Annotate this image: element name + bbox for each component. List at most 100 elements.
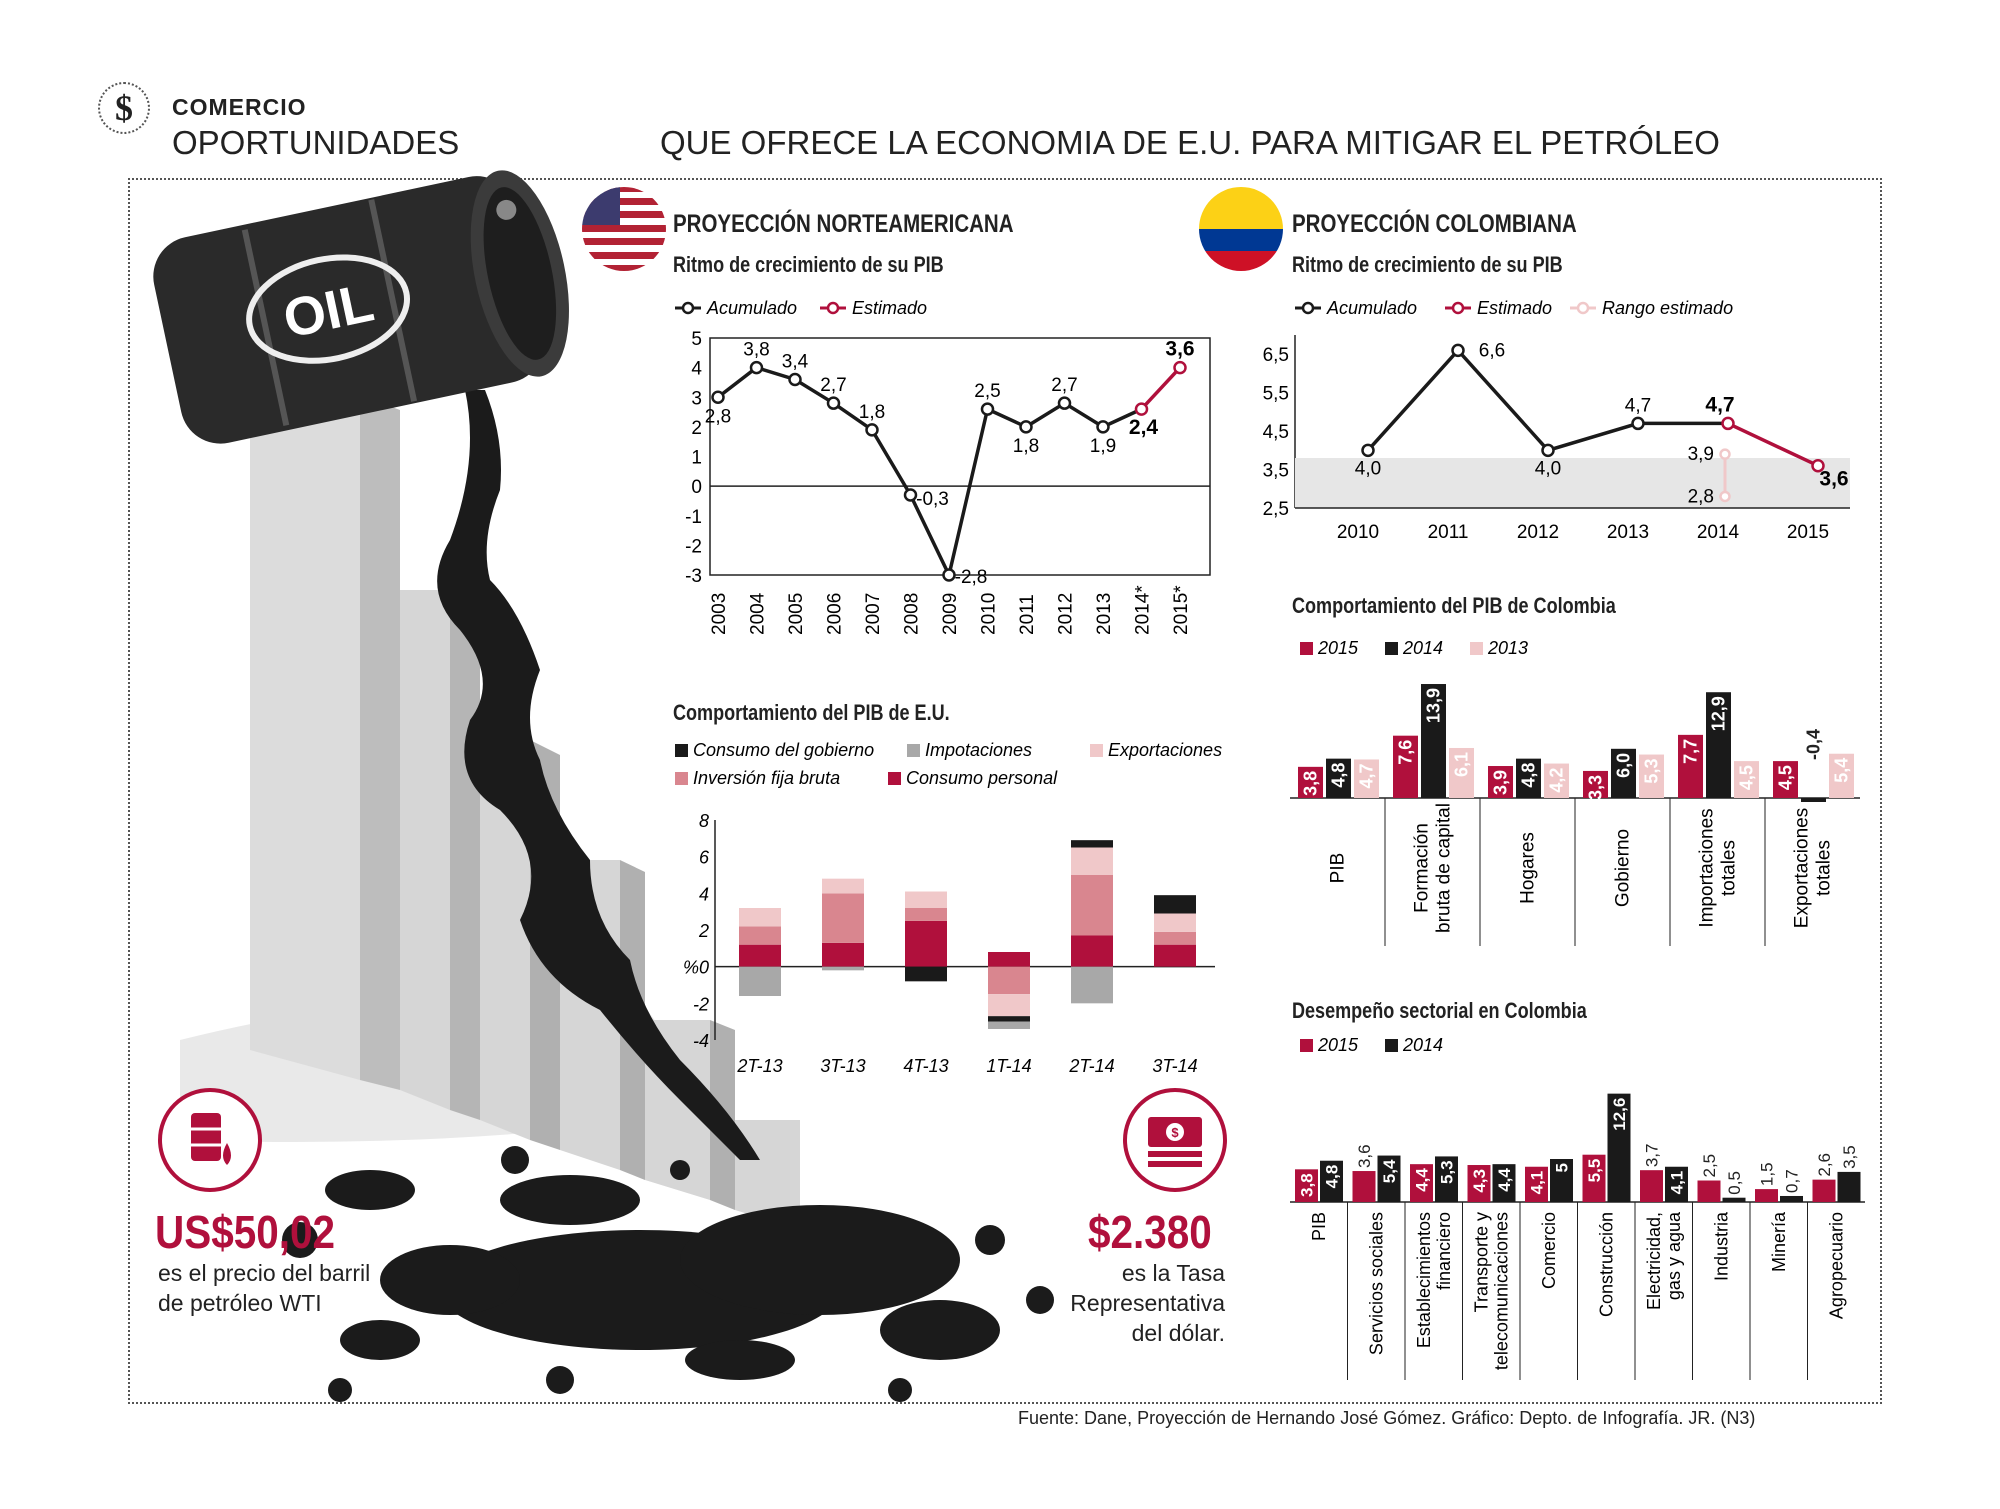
- us-bar-segment: [988, 952, 1030, 967]
- us-bar-segment: [988, 1016, 1030, 1022]
- us-bars-ytick: 6: [699, 848, 710, 868]
- sector-bar-label: 0,7: [1783, 1169, 1802, 1193]
- sector-bar-label: 4,1: [1528, 1171, 1547, 1195]
- sector-xtick: financiero: [1434, 1212, 1454, 1290]
- co-range-band: [1295, 458, 1850, 508]
- co-bar: [1354, 759, 1379, 798]
- us-xtick: 2012: [1056, 593, 1077, 635]
- co-point: [1721, 416, 1735, 431]
- co-legend-acumulado: Acumulado: [1326, 298, 1417, 318]
- sector-xtick: PIB: [1309, 1212, 1329, 1241]
- sector-bar: [1320, 1160, 1343, 1202]
- us-point: [1173, 360, 1187, 375]
- co-bar-label: 4,2: [1547, 768, 1567, 793]
- sector-bar-label: 4,4: [1495, 1168, 1514, 1192]
- us-legend-acumulado: Acumulado: [706, 298, 797, 318]
- co-bar: [1393, 735, 1418, 798]
- sector-bar-label: 2,5: [1700, 1154, 1719, 1178]
- sector-bar: [1525, 1166, 1548, 1202]
- co-bars-xtick: bruta de capital: [1434, 803, 1455, 933]
- section-kicker: COMERCIO: [172, 94, 307, 120]
- co-bar: [1421, 684, 1446, 798]
- co-bar: [1326, 758, 1351, 798]
- us-point: [903, 488, 918, 502]
- us-xtick: 2007: [863, 593, 884, 635]
- us-point: [749, 360, 764, 375]
- us-bar-segment: [988, 966, 1030, 995]
- co-point-label: 3,6: [1819, 468, 1848, 491]
- svg-text:$: $: [1171, 1125, 1179, 1140]
- co-bar-label: 4,7: [1357, 763, 1377, 788]
- co-bar: [1544, 763, 1569, 798]
- sector-bar: [1582, 1154, 1606, 1202]
- sector-xtick: Industria: [1711, 1211, 1731, 1281]
- content-frame: [128, 178, 1882, 1404]
- us-xtick: 2003: [709, 593, 730, 635]
- us-xtick: 2005: [786, 593, 807, 635]
- us-point: [826, 396, 841, 410]
- co-legend-item: 2015: [1317, 638, 1359, 658]
- co-legend-item: 2013: [1487, 638, 1528, 658]
- us-ytick: 2: [691, 418, 702, 439]
- us-xtick: 2011: [1017, 594, 1038, 635]
- sector-xtick: Minería: [1769, 1211, 1789, 1272]
- us-xtick: 2013: [1094, 593, 1115, 635]
- money-icon: $: [1123, 1088, 1227, 1192]
- sector-bar: [1410, 1164, 1433, 1202]
- co-bar: [1639, 754, 1664, 798]
- source-note: Fuente: Dane, Proyección de Hernando Jos…: [1018, 1408, 1756, 1428]
- us-ytick: -2: [685, 536, 702, 557]
- us-bar-segment: [1071, 840, 1113, 848]
- co-legend-rango: Rango estimado: [1602, 298, 1733, 318]
- us-point-label: 2,7: [1051, 375, 1077, 396]
- co-xtick: 2011: [1428, 522, 1469, 543]
- us-legend-item: Consumo del gobierno: [693, 740, 874, 760]
- co-components-chart: 2015 2014 2013 3,8 4,8 4,7 PIB 7,6 13,9 6,1 Formac…: [1290, 638, 1860, 946]
- oil-barrel-icon: [158, 1088, 262, 1192]
- co-point: [1541, 443, 1555, 458]
- co-bar-label: 7,6: [1396, 740, 1416, 765]
- sector-xtick: Construcción: [1596, 1212, 1616, 1317]
- us-line-acumulado: [716, 365, 1143, 581]
- co-bar: [1488, 766, 1513, 798]
- us-bars-ytick: -2: [693, 994, 709, 1014]
- co-legend-item-swatch: [1385, 642, 1398, 655]
- us-bar-segment: [822, 966, 864, 971]
- co-legend-item-swatch: [1470, 642, 1483, 655]
- us-point-label: 1,9: [1090, 436, 1116, 457]
- us-point-label: 2,4: [1129, 416, 1159, 439]
- co-point-label: 4,0: [1535, 458, 1561, 479]
- sector-bar: [1352, 1171, 1376, 1202]
- co-bar-label: 4,8: [1519, 763, 1539, 788]
- us-bar-segment: [822, 878, 864, 894]
- sector-bar: [1812, 1179, 1836, 1202]
- sector-legend-item-swatch: [1300, 1039, 1313, 1052]
- sector-bar: [1837, 1171, 1861, 1202]
- co-bars-xtick: PIB: [1328, 853, 1349, 884]
- us-bar-segment: [905, 908, 947, 921]
- co-range-point: [1719, 490, 1731, 503]
- co-legend-item: 2014: [1402, 638, 1443, 658]
- sector-xtick: gas y agua: [1664, 1211, 1684, 1300]
- co-bars-xtick: Formación: [1412, 823, 1433, 913]
- us-bar-segment: [905, 920, 947, 967]
- co-sectors-chart: 2015 2014 3,8 4,8 PIB 3,6 5,4 Servicios sociale…: [1290, 1035, 1865, 1380]
- us-bars-xtick: 1T-14: [986, 1056, 1031, 1076]
- us-point: [711, 390, 725, 404]
- sector-bar: [1377, 1155, 1401, 1202]
- us-legend-item-swatch: [888, 772, 901, 785]
- sector-bar: [1607, 1093, 1631, 1202]
- us-bars-ytick: 8: [699, 811, 709, 831]
- co-bar: [1829, 753, 1854, 798]
- sector-bar-label: 4,1: [1668, 1171, 1687, 1195]
- sector-xtick: telecomunicaciones: [1491, 1212, 1511, 1370]
- co-point: [1811, 458, 1825, 473]
- us-bar-segment: [1071, 847, 1113, 875]
- co-bar-label: 7,7: [1681, 739, 1701, 764]
- sector-bar-label: 0,5: [1725, 1171, 1744, 1195]
- us-point: [1096, 420, 1110, 434]
- co-xtick: 2014: [1697, 522, 1740, 543]
- co-bar-label: 5,3: [1642, 759, 1662, 784]
- us-bar-segment: [1071, 966, 1113, 1004]
- co-bar-label: 6,1: [1452, 752, 1472, 777]
